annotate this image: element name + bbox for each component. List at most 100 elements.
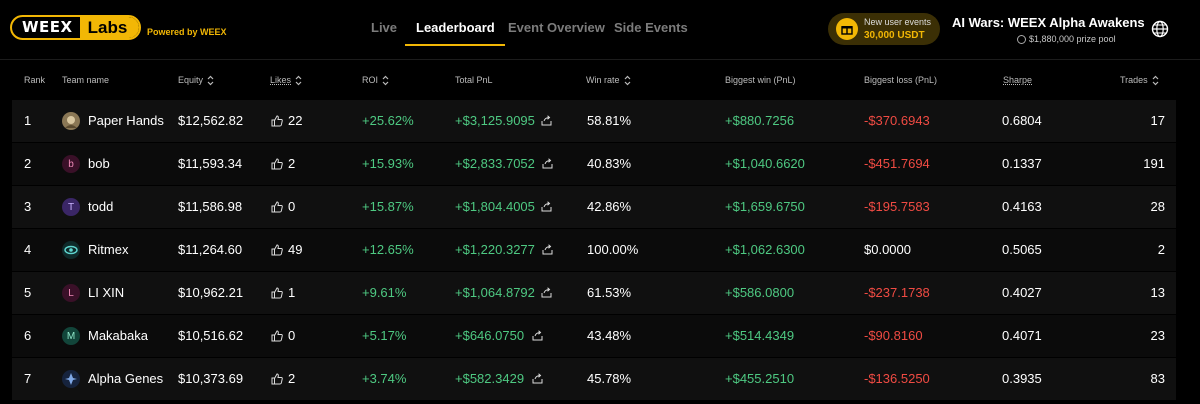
share-icon[interactable] <box>532 373 543 384</box>
team-avatar <box>62 241 80 259</box>
likes-count: 0 <box>288 328 296 343</box>
coin-icon <box>1017 34 1026 44</box>
sort-icon <box>624 75 631 86</box>
top-bar: WEEX Labs Powered by WEEX Live Leaderboa… <box>0 0 1200 60</box>
gift-icon <box>836 18 858 40</box>
thumbs-up-icon[interactable] <box>271 330 283 342</box>
rank-cell: 4 <box>24 242 32 257</box>
sort-icon <box>382 75 389 86</box>
biggest-loss-cell: -$90.8160 <box>864 328 923 343</box>
thumbs-up-icon[interactable] <box>271 244 283 256</box>
prize-pool: $1,880,000 prize pool <box>1017 34 1116 44</box>
biggest-loss-cell: -$451.7694 <box>864 156 930 171</box>
total-pnl-cell: +$1,064.8792 <box>455 285 535 300</box>
sharpe-cell: 0.1337 <box>1002 156 1042 171</box>
likes-count: 2 <box>288 371 296 386</box>
table-row[interactable]: 2 b bob $11,593.34 2 +15.93% +$2,833.705… <box>12 143 1176 185</box>
thumbs-up-icon[interactable] <box>271 115 283 127</box>
sort-icon <box>1152 75 1159 86</box>
win-rate-cell: 61.53% <box>587 285 632 300</box>
col-win-rate-label: Win rate <box>586 75 620 85</box>
share-icon[interactable] <box>542 158 553 169</box>
trades-cell: 13 <box>1150 285 1165 300</box>
team-avatar <box>62 112 80 130</box>
share-icon[interactable] <box>541 201 552 212</box>
tab-side-events[interactable]: Side Events <box>614 20 688 35</box>
thumbs-up-icon[interactable] <box>271 287 283 299</box>
col-equity[interactable]: Equity <box>178 68 214 92</box>
logo-labs-text: Labs <box>79 17 140 38</box>
equity-cell: $10,516.62 <box>178 328 244 343</box>
equity-cell: $10,962.21 <box>178 285 244 300</box>
team-name-link[interactable]: todd <box>88 199 114 214</box>
share-icon[interactable] <box>532 330 543 341</box>
col-biggest-win: Biggest win (PnL) <box>725 75 796 85</box>
thumbs-up-icon[interactable] <box>271 201 283 213</box>
win-rate-cell: 43.48% <box>587 328 632 343</box>
sharpe-cell: 0.6804 <box>1002 113 1042 128</box>
table-row[interactable]: 3 T todd $11,586.98 0 +15.87% +$1,804.40… <box>12 186 1176 228</box>
equity-cell: $11,264.60 <box>178 242 243 257</box>
equity-cell: $12,562.82 <box>178 113 244 128</box>
event-title: AI Wars: WEEX Alpha Awakens <box>952 15 1145 30</box>
table-row[interactable]: 7 Alpha Genes $10,373.69 2 +3.74% +$582.… <box>12 358 1176 400</box>
tab-event-overview[interactable]: Event Overview <box>508 20 605 35</box>
win-rate-cell: 45.78% <box>587 371 632 386</box>
likes-count: 49 <box>288 242 303 257</box>
biggest-win-cell: +$455.2510 <box>725 371 795 386</box>
tab-leaderboard[interactable]: Leaderboard <box>405 0 505 46</box>
table-row[interactable]: 1 Paper Hands $12,562.82 22 +25.62% +$3,… <box>12 100 1176 142</box>
team-name-link[interactable]: LI XIN <box>88 285 125 300</box>
team-name-link[interactable]: Paper Hands <box>88 113 164 128</box>
rank-cell: 2 <box>24 156 32 171</box>
table-row[interactable]: 6 M Makabaka $10,516.62 0 +5.17% +$646.0… <box>12 315 1176 357</box>
col-likes[interactable]: Likes <box>270 68 302 92</box>
total-pnl-cell: +$1,804.4005 <box>455 199 535 214</box>
win-rate-cell: 58.81% <box>587 113 632 128</box>
tab-live[interactable]: Live <box>371 20 398 35</box>
team-name-link[interactable]: Alpha Genes <box>88 371 164 386</box>
sharpe-cell: 0.3935 <box>1002 371 1042 386</box>
share-icon[interactable] <box>541 115 552 126</box>
globe-icon[interactable] <box>1151 20 1169 38</box>
team-name-link[interactable]: Makabaka <box>88 328 148 343</box>
thumbs-up-icon[interactable] <box>271 158 283 170</box>
thumbs-up-icon[interactable] <box>271 373 283 385</box>
team-avatar: M <box>62 327 80 345</box>
roi-cell: +12.65% <box>362 242 414 257</box>
total-pnl-cell: +$1,220.3277 <box>455 242 535 257</box>
weex-labs-logo[interactable]: WEEX Labs <box>10 15 142 40</box>
col-trades[interactable]: Trades <box>1120 68 1159 92</box>
share-icon[interactable] <box>541 287 552 298</box>
table-row[interactable]: 4 Ritmex $11,264.60 49 +12.65% +$1,220.3… <box>12 229 1176 271</box>
team-name-link[interactable]: Ritmex <box>88 242 129 257</box>
sharpe-cell: 0.4071 <box>1002 328 1042 343</box>
team-avatar: b <box>62 155 80 173</box>
col-team-name: Team name <box>62 75 110 85</box>
rank-cell: 3 <box>24 199 32 214</box>
col-total-pnl: Total PnL <box>455 75 493 85</box>
roi-cell: +15.87% <box>362 199 414 214</box>
biggest-loss-cell: -$237.1738 <box>864 285 930 300</box>
col-likes-label: Likes <box>270 75 292 85</box>
team-name-link[interactable]: bob <box>88 156 110 171</box>
trades-cell: 83 <box>1150 371 1165 386</box>
promo-title: New user events <box>864 17 932 27</box>
rank-cell: 5 <box>24 285 32 300</box>
col-win-rate[interactable]: Win rate <box>586 68 631 92</box>
new-user-events-button[interactable]: New user events 30,000 USDT <box>828 13 940 45</box>
promo-amount: 30,000 USDT <box>864 30 925 41</box>
col-roi[interactable]: ROI <box>362 68 389 92</box>
logo-weex-text: WEEX <box>22 18 73 36</box>
table-row[interactable]: 5 L LI XIN $10,962.21 1 +9.61% +$1,064.8… <box>12 272 1176 314</box>
total-pnl-cell: +$2,833.7052 <box>455 156 535 171</box>
equity-cell: $11,586.98 <box>178 199 243 214</box>
total-pnl-cell: +$582.3429 <box>455 371 525 386</box>
biggest-win-cell: +$880.7256 <box>725 113 795 128</box>
win-rate-cell: 42.86% <box>587 199 632 214</box>
sharpe-cell: 0.4027 <box>1002 285 1042 300</box>
trades-cell: 28 <box>1150 199 1165 214</box>
share-icon[interactable] <box>542 244 553 255</box>
powered-by-label: Powered by WEEX <box>147 27 227 37</box>
sort-icon <box>295 75 302 86</box>
